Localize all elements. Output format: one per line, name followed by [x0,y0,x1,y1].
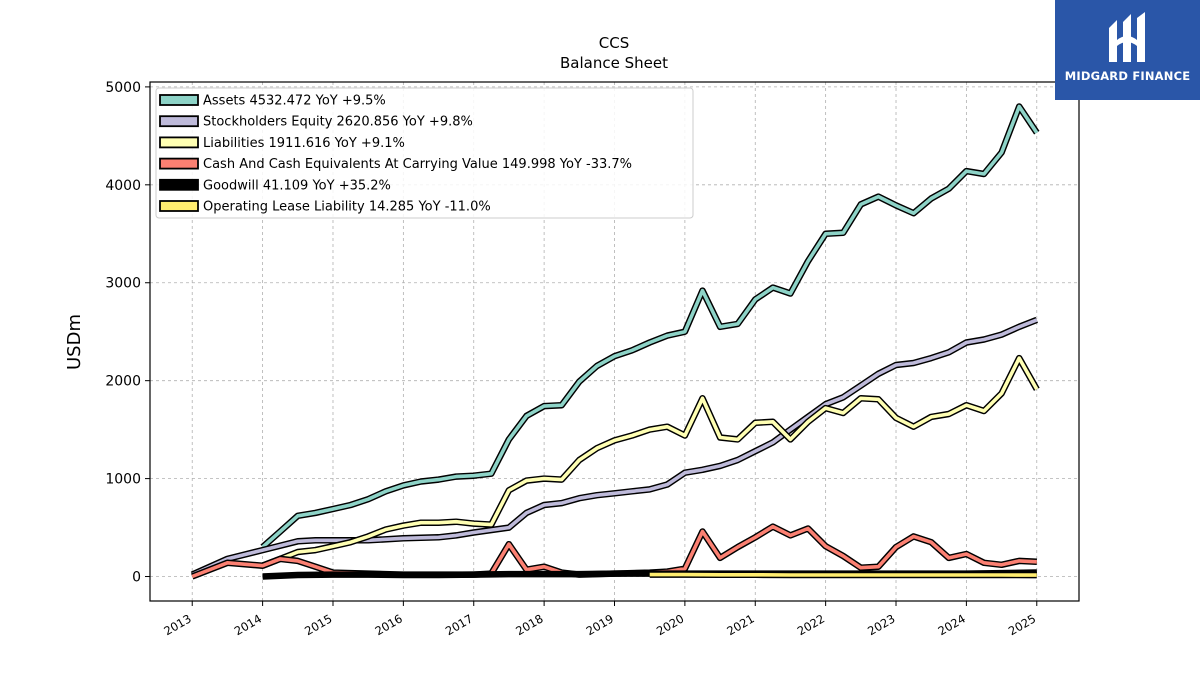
x-tick-label: 2023 [865,611,897,638]
series-line-liabilities [261,356,1039,568]
legend-swatch-liabilities [159,136,199,149]
legend: Assets 4532.472 YoY +9.5% Stockholders Eq… [155,87,694,219]
y-tick-label: 5000 [105,80,141,96]
legend-label-stockholders-equity: Stockholders Equity 2620.856 YoY +9.8% [203,115,473,130]
x-tick-label: 2015 [302,611,334,638]
legend-label-operating-lease-liability: Operating Lease Liability 14.285 YoY -11… [203,200,491,215]
x-tick-label: 2025 [1006,611,1038,638]
series-outline-liabilities [261,354,1040,569]
legend-swatch-cash-and-cash-equivalents-at-carrying-value [159,157,199,170]
y-tick-label: 3000 [105,276,141,292]
chart-subtitle: Balance Sheet [560,54,668,72]
y-tick-label: 2000 [105,374,141,390]
chart-title: CCS [599,34,629,52]
x-tick-label: 2020 [654,611,686,638]
series-line-assets [261,104,1039,549]
legend-label-liabilities: Liabilities 1911.616 YoY +9.1% [203,136,405,151]
axis-ticks: 2013 2014 2015 2016 2017 2018 2019 2020 2021 2022… [105,80,1038,638]
x-tick-label: 2018 [513,611,545,638]
plot-area [190,103,1040,580]
plot-frame [149,81,1080,602]
x-tick-label: 2017 [443,611,475,638]
brand-name: MIDGARD FINANCE [1064,69,1191,83]
y-tick-label: 0 [132,570,141,586]
x-tick-label: 2014 [232,611,264,638]
series-line-operating-lease-liability [649,572,1037,577]
legend-swatch-operating-lease-liability [159,200,199,212]
legend-swatch-goodwill [159,178,199,191]
x-tick-label: 2022 [795,611,827,638]
legend-swatch-assets [159,94,199,106]
legend-box [155,87,694,219]
y-tick-label: 1000 [105,472,141,488]
x-tick-label: 2019 [584,611,616,638]
x-tick-label: 2013 [161,611,193,638]
legend-label-cash-and-cash-equivalents-at-carrying-value: Cash And Cash Equivalents At Carrying Va… [203,157,632,172]
x-tick-label: 2016 [373,611,405,638]
legend-swatch-stockholders-equity [159,115,199,128]
y-tick-label: 4000 [105,178,141,194]
y-axis-label: USDm [64,314,85,370]
series-line-stockholders-equity [191,318,1038,577]
midgard-logo-icon [1109,12,1145,62]
x-tick-label: 2024 [936,611,968,638]
brand-logo: MIDGARD FINANCE [1055,0,1200,100]
x-tick-label: 2021 [724,611,756,638]
legend-label-goodwill: Goodwill 41.109 YoY +35.2% [203,178,391,193]
legend-label-assets: Assets 4532.472 YoY +9.5% [203,94,386,109]
